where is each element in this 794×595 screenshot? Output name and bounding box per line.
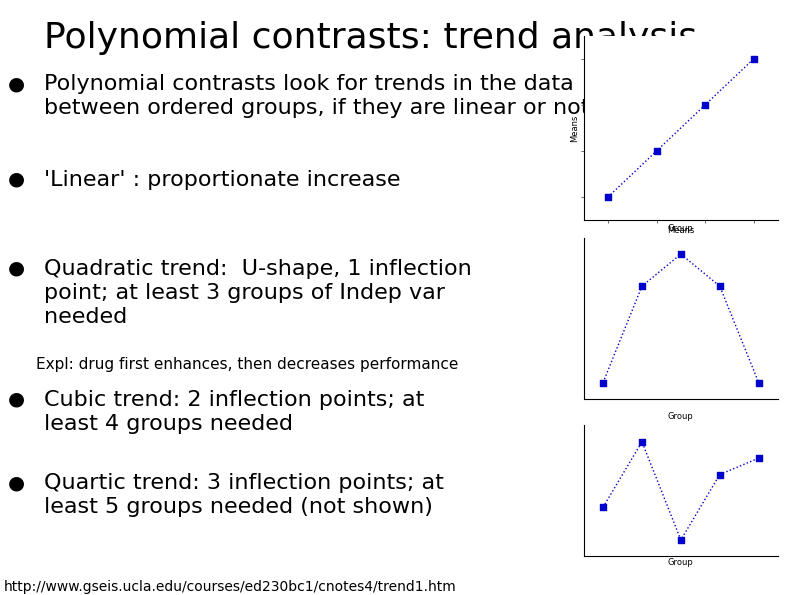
Text: ●: ●: [8, 74, 25, 93]
Point: [753, 378, 765, 387]
X-axis label: Group: Group: [668, 558, 694, 566]
Text: ●: ●: [8, 259, 25, 278]
Text: Polynomial contrasts: trend analysis: Polynomial contrasts: trend analysis: [44, 21, 697, 55]
Point: [636, 437, 649, 446]
Point: [675, 249, 688, 259]
Text: Polynomial contrasts look for trends in the data
between ordered groups, if they: Polynomial contrasts look for trends in …: [44, 74, 589, 118]
Text: ●: ●: [8, 170, 25, 189]
Text: Expl: drug first enhances, then decreases performance: Expl: drug first enhances, then decrease…: [36, 357, 458, 372]
Text: Quadratic trend:  U-shape, 1 inflection
point; at least 3 groups of Indep var
ne: Quadratic trend: U-shape, 1 inflection p…: [44, 259, 472, 327]
Point: [753, 453, 765, 463]
Text: Quartic trend: 3 inflection points; at
least 5 groups needed (not shown): Quartic trend: 3 inflection points; at l…: [44, 473, 444, 517]
Text: Group: Group: [668, 412, 694, 421]
Point: [714, 470, 727, 480]
Point: [747, 54, 760, 64]
Point: [675, 536, 688, 545]
X-axis label: Group: Group: [668, 224, 694, 233]
Point: [714, 281, 727, 291]
Point: [636, 281, 649, 291]
Point: [602, 192, 615, 202]
Text: Means: Means: [667, 226, 695, 235]
Point: [650, 146, 663, 156]
Text: ●: ●: [8, 390, 25, 409]
Text: ●: ●: [8, 473, 25, 492]
Y-axis label: Means: Means: [570, 114, 580, 142]
Point: [699, 100, 711, 109]
Text: http://www.gseis.ucla.edu/courses/ed230bc1/cnotes4/trend1.htm: http://www.gseis.ucla.edu/courses/ed230b…: [4, 580, 457, 594]
Text: Cubic trend: 2 inflection points; at
least 4 groups needed: Cubic trend: 2 inflection points; at lea…: [44, 390, 424, 434]
Point: [597, 502, 610, 512]
Text: 'Linear' : proportionate increase: 'Linear' : proportionate increase: [44, 170, 400, 190]
Point: [597, 378, 610, 387]
